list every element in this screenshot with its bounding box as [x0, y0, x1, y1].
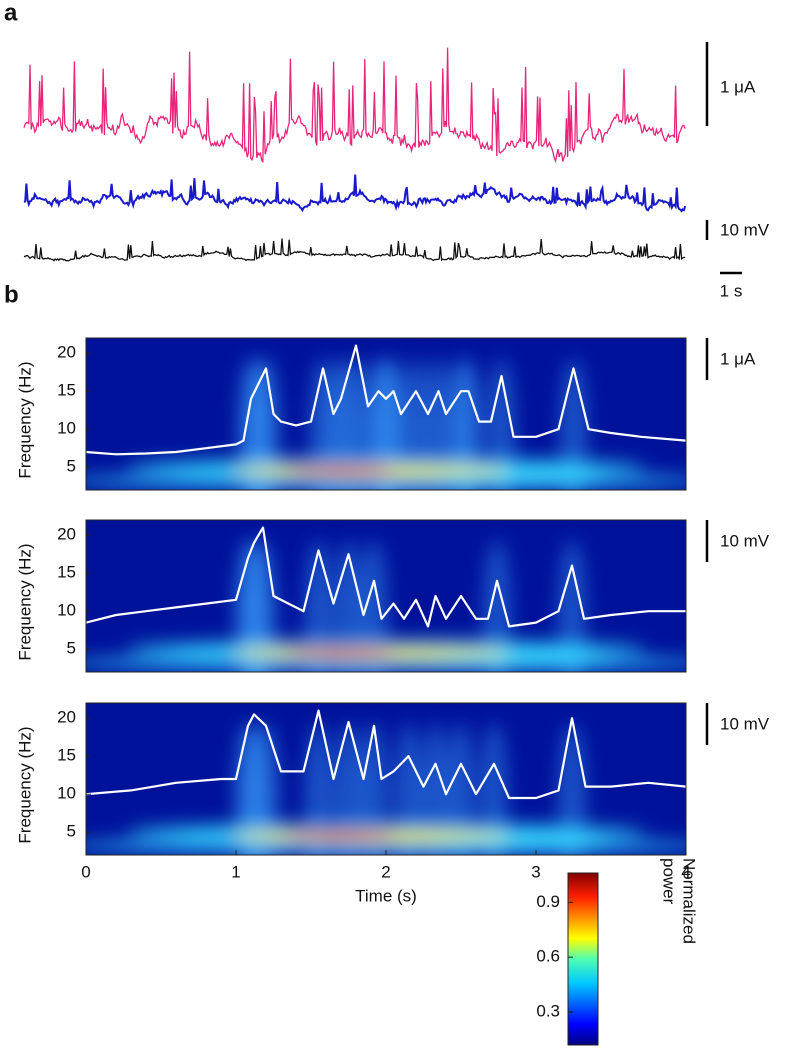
y-axis-label: Frequency (Hz) — [15, 726, 34, 843]
power-band — [431, 655, 611, 666]
plot-frame — [85, 337, 687, 491]
trace — [23, 174, 687, 213]
y-axis-label: Frequency (Hz) — [15, 361, 34, 478]
power-column — [252, 358, 280, 490]
y-axis-label: Frequency (Hz) — [15, 543, 34, 660]
panel-label: a — [4, 0, 18, 26]
colorbar-label: Normalized — [680, 858, 699, 944]
colorbar-tick-label: 0.6 — [536, 947, 560, 966]
x-tick-label: 2 — [381, 862, 390, 881]
power-column — [558, 540, 586, 672]
power-band — [286, 647, 396, 658]
y-tick-label: 5 — [67, 639, 76, 658]
y-tick-label: 15 — [57, 746, 76, 765]
power-column — [334, 540, 363, 672]
power-column — [360, 540, 388, 672]
scale-label: 1 μA — [720, 349, 756, 368]
y-tick-label: 10 — [57, 784, 76, 803]
colorbar-label: power — [660, 858, 679, 905]
colorbar-tick-label: 0.9 — [536, 892, 560, 911]
power-band — [286, 830, 396, 841]
colorbar-tick-label: 0.3 — [536, 1002, 560, 1021]
power-column — [402, 358, 430, 490]
power-column — [342, 358, 370, 490]
power-column — [487, 358, 516, 490]
power-blobs — [86, 540, 686, 672]
plot-frame — [85, 519, 687, 673]
colorbar — [567, 872, 599, 1046]
panel-label: b — [4, 281, 19, 308]
spectrogram — [86, 703, 686, 855]
y-tick-label: 5 — [67, 822, 76, 841]
x-tick-label: 1 — [231, 862, 240, 881]
power-column — [252, 723, 280, 855]
y-tick-label: 15 — [57, 381, 76, 400]
scale-label: 10 mV — [720, 531, 770, 550]
y-tick-label: 15 — [57, 563, 76, 582]
y-tick-label: 20 — [57, 708, 76, 727]
power-band — [431, 838, 611, 849]
power-blobs — [86, 358, 686, 490]
spectrogram — [86, 338, 686, 490]
signal-line — [86, 344, 686, 456]
y-tick-label: 5 — [67, 457, 76, 476]
power-band — [431, 473, 611, 484]
y-tick-label: 10 — [57, 601, 76, 620]
scale-label: 10 mV — [720, 220, 770, 239]
power-band — [286, 465, 396, 476]
scale-label: 1 s — [720, 281, 743, 300]
power-column — [334, 723, 363, 855]
signal-line — [86, 526, 686, 628]
y-tick-label: 20 — [57, 343, 76, 362]
power-column — [424, 358, 453, 490]
power-column — [421, 723, 450, 855]
y-tick-label: 10 — [57, 419, 76, 438]
power-column — [483, 540, 511, 672]
panel-a — [23, 47, 687, 262]
x-tick-label: 4 — [681, 862, 690, 881]
power-blobs — [86, 723, 686, 855]
signal-line — [86, 709, 686, 800]
x-axis-label: Time (s) — [355, 886, 417, 905]
power-column — [304, 723, 333, 855]
x-tick-label: 0 — [81, 862, 90, 881]
x-tick-label: 3 — [531, 862, 540, 881]
power-column — [379, 358, 408, 490]
trace — [23, 47, 686, 164]
power-column — [559, 358, 588, 490]
power-column — [480, 723, 508, 855]
scale-label: 1 μA — [720, 77, 756, 96]
power-column — [447, 723, 475, 855]
power-column — [394, 723, 423, 855]
spectrogram — [86, 520, 686, 672]
y-tick-label: 20 — [57, 525, 76, 544]
trace — [23, 238, 686, 262]
scale-label: 10 mV — [720, 714, 770, 733]
